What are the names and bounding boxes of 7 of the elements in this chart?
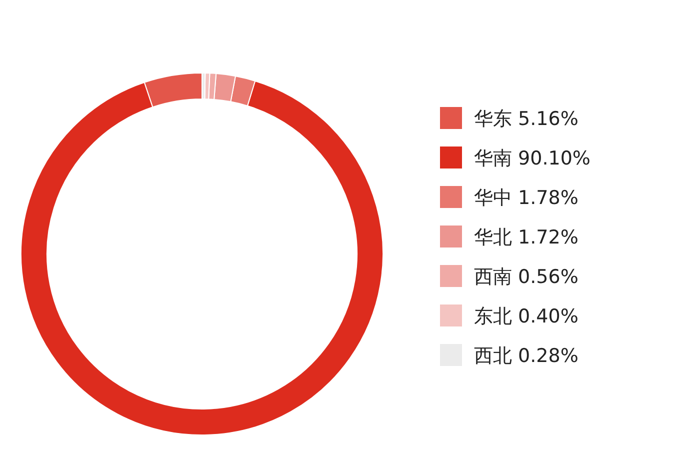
legend-label: 华南 90.10% — [474, 148, 590, 170]
legend-label: 华中 1.78% — [474, 187, 578, 209]
legend-label: 华东 5.16% — [474, 108, 578, 130]
legend-label: 华北 1.72% — [474, 226, 578, 248]
legend-label: 西北 0.28% — [474, 345, 578, 367]
legend-label: 东北 0.40% — [474, 306, 578, 328]
legend-label: 西南 0.56% — [474, 266, 578, 288]
